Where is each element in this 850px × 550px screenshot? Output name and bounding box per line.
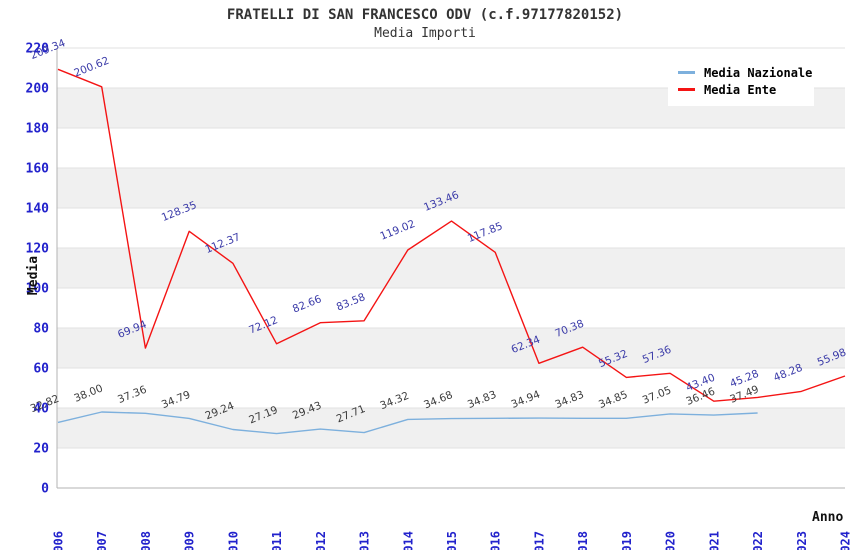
x-tick-label: 2009: [183, 531, 197, 550]
y-tick-label: 0: [41, 482, 49, 497]
nazionale-line-swatch: [678, 71, 695, 74]
x-tick-label: 2011: [270, 531, 284, 550]
data-label: 83.58: [335, 291, 367, 313]
series-line-ente[interactable]: [57, 68, 846, 402]
y-tick-label: 140: [26, 202, 50, 217]
y-tick-label: 220: [26, 42, 50, 57]
x-tick-label: 2010: [226, 531, 240, 550]
y-tick-label: 160: [26, 162, 50, 177]
x-tick-label: 2021: [707, 531, 721, 550]
x-axis-title: Anno: [812, 510, 844, 525]
series-line-nazionale[interactable]: [57, 411, 758, 435]
x-tick-label: 2008: [139, 531, 153, 550]
data-label: 38.00: [72, 382, 104, 404]
y-tick-label: 100: [26, 282, 50, 297]
x-tick-label: 2019: [620, 531, 634, 550]
plot-band: [57, 168, 845, 208]
y-tick-label: 60: [33, 362, 49, 377]
x-tick-label: 2020: [664, 531, 678, 550]
x-tick-label: 2007: [95, 531, 109, 550]
plot-band: [57, 328, 845, 368]
legend-item-ente[interactable]: Media Ente: [678, 81, 804, 98]
chart-subtitle: Media Importi: [374, 26, 476, 41]
data-label: 37.05: [641, 384, 673, 406]
x-tick-label: 2023: [795, 531, 809, 550]
data-label: 37.36: [116, 384, 149, 407]
data-label: 82.66: [291, 293, 324, 316]
y-tick-label: 200: [26, 82, 50, 97]
x-tick-label: 2024: [839, 531, 850, 550]
ente-line-swatch: [678, 88, 695, 91]
x-tick-label: 2013: [358, 531, 372, 550]
x-tick-label: 2014: [401, 531, 415, 550]
x-tick-label: 2016: [489, 531, 503, 550]
chart-title: FRATELLI DI SAN FRANCESCO ODV (c.f.97177…: [226, 7, 624, 23]
plot-band: [57, 248, 845, 288]
x-tick-label: 2018: [576, 531, 590, 550]
y-tick-label: 40: [33, 402, 49, 417]
data-label: 119.02: [378, 218, 417, 243]
data-label: 117.85: [466, 220, 505, 245]
legend-item-nazionale[interactable]: Media Nazionale: [678, 64, 812, 81]
x-tick-label: 2006: [52, 531, 66, 550]
x-tick-label: 2012: [314, 531, 328, 550]
legend-label-ente: Media Ente: [704, 82, 777, 97]
y-tick-label: 20: [33, 442, 49, 457]
y-tick-label: 180: [26, 122, 50, 137]
legend-label-nazionale: Media Nazionale: [704, 65, 813, 80]
y-axis-title: Media: [26, 255, 42, 296]
legend: Media Nazionale Media Ente: [668, 56, 814, 106]
y-tick-label: 120: [26, 242, 50, 257]
x-tick-label: 2017: [532, 531, 546, 550]
x-tick-label: 2015: [445, 531, 459, 550]
y-tick-label: 80: [33, 322, 49, 337]
x-tick-label: 2022: [751, 531, 765, 550]
data-label: 200.62: [72, 55, 111, 80]
